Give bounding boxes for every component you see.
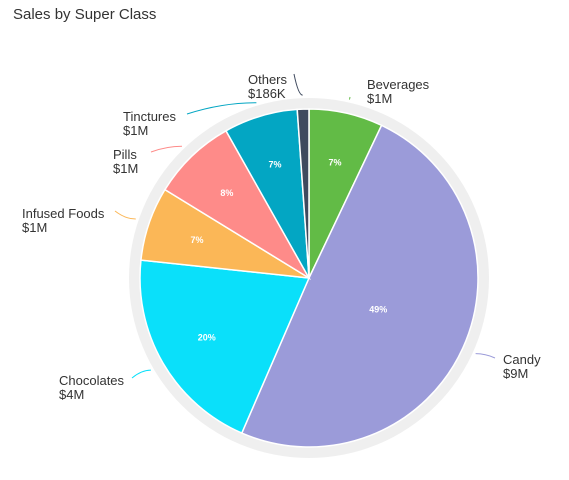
slice-label-candy: Candy (503, 352, 541, 367)
connector-others (293, 73, 303, 96)
slice-label-pills: Pills (113, 147, 137, 162)
slice-percent-infused-foods: 7% (191, 235, 204, 245)
slice-labels: Beverages$1MCandy$9MChocolates$4MInfused… (22, 72, 541, 402)
connector-candy (475, 353, 496, 359)
slice-value-chocolates: $4M (59, 387, 84, 402)
pie-slices (139, 108, 479, 448)
pie-slice-chocolates[interactable] (139, 259, 311, 435)
label-connectors (114, 73, 496, 379)
connector-chocolates (131, 369, 151, 379)
connector-tinctures (186, 102, 257, 115)
slice-value-candy: $9M (503, 366, 528, 381)
slice-label-infused-foods: Infused Foods (22, 206, 105, 221)
slice-value-tinctures: $1M (123, 123, 148, 138)
slice-value-beverages: $1M (367, 91, 392, 106)
slice-value-pills: $1M (113, 161, 138, 176)
slice-label-others: Others (248, 72, 288, 87)
slice-percent-pills: 8% (220, 188, 233, 198)
pie-slice-others[interactable] (296, 108, 310, 279)
chart-title: Sales by Super Class (13, 6, 157, 23)
slice-percent-chocolates: 20% (198, 333, 216, 343)
slice-value-others: $186K (248, 86, 286, 101)
slice-label-tinctures: Tinctures (123, 109, 176, 124)
slice-percent-beverages: 7% (329, 158, 342, 168)
connector-pills (150, 145, 182, 153)
connector-beverages (348, 96, 351, 100)
pie-percent-labels: 7% 49% 20% 7% 8% 7% (191, 158, 388, 343)
slice-label-beverages: Beverages (367, 77, 430, 92)
pie-slice-candy[interactable] (240, 124, 479, 448)
slice-percent-candy: 49% (369, 304, 387, 314)
slice-value-infused-foods: $1M (22, 220, 47, 235)
connector-infused-foods (114, 210, 136, 220)
slice-percent-tinctures: 7% (268, 160, 281, 170)
slice-label-chocolates: Chocolates (59, 373, 125, 388)
